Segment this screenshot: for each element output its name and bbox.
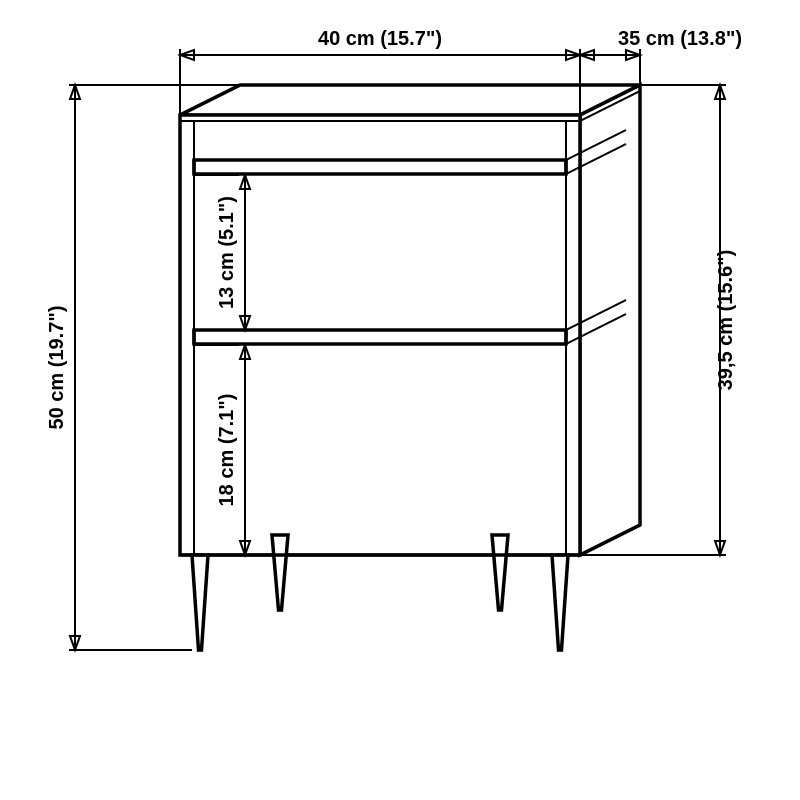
- svg-text:13 cm (5.1"): 13 cm (5.1"): [216, 196, 238, 309]
- svg-text:39,5 cm (15.6"): 39,5 cm (15.6"): [715, 250, 737, 391]
- svg-text:50 cm (19.7"): 50 cm (19.7"): [46, 306, 68, 430]
- svg-text:18 cm (7.1"): 18 cm (7.1"): [216, 394, 238, 507]
- svg-text:40 cm (15.7"): 40 cm (15.7"): [318, 28, 442, 50]
- svg-text:35 cm (13.8"): 35 cm (13.8"): [618, 28, 742, 50]
